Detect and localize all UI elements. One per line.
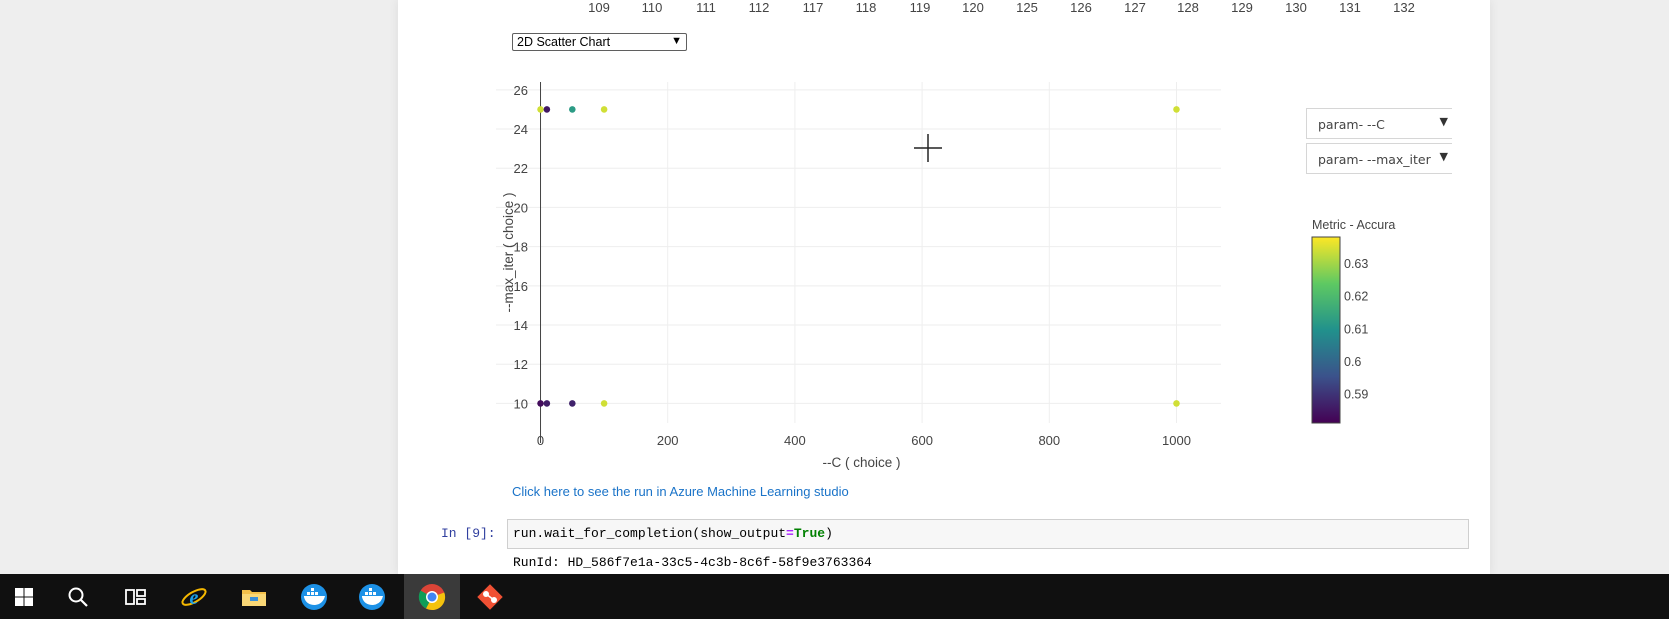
top-axis-tick: 126	[1070, 0, 1092, 15]
top-axis-tick: 130	[1285, 0, 1307, 15]
taskbar-search-button[interactable]	[54, 574, 102, 619]
colorbar-tick-label: 0.62	[1344, 290, 1368, 304]
windows-start-button[interactable]	[0, 574, 48, 619]
y-axis-param-dropdown[interactable]: param- --max_iter ▼	[1306, 143, 1452, 174]
top-axis-tick: 125	[1016, 0, 1038, 15]
azure-studio-link[interactable]: Click here to see the run in Azure Machi…	[512, 484, 849, 499]
code-operator: =	[786, 526, 794, 541]
top-axis-tick: 109	[588, 0, 610, 15]
taskbar-chrome[interactable]	[404, 574, 460, 619]
data-point	[569, 106, 576, 113]
top-axis-tick: 129	[1231, 0, 1253, 15]
top-axis-tick: 111	[696, 0, 716, 15]
docker-icon	[359, 583, 385, 610]
scatter-chart[interactable]: 02004006008001000101214161820222426--C (…	[496, 76, 1396, 486]
top-axis-tick: 110	[641, 0, 663, 15]
x-axis-param-label: param- --C	[1318, 117, 1385, 132]
notebook-page: 109 110 111 112 117 118 119 120 125 126 …	[398, 0, 1490, 574]
colorbar-tick-label: 0.59	[1344, 388, 1368, 402]
y-tick-label: 12	[514, 357, 528, 372]
chrome-icon	[418, 583, 446, 610]
y-tick-label: 22	[514, 161, 528, 176]
top-axis-tick: 118	[855, 0, 877, 15]
taskbar-git[interactable]	[466, 574, 514, 619]
colorbar-scale	[1311, 236, 1341, 424]
code-keyword: True	[793, 526, 826, 541]
top-axis-tick: 119	[909, 0, 931, 15]
chart-type-select[interactable]: 2D Scatter Chart ▼	[512, 33, 687, 51]
colorbar: Metric - Accuracy 0.63 0.62 0.61 0.6 0.59	[1311, 218, 1396, 424]
data-point	[537, 400, 544, 407]
data-point	[543, 400, 551, 407]
y-tick-label: 24	[514, 122, 528, 137]
y-tick-label: 16	[514, 279, 528, 294]
data-point	[569, 400, 576, 407]
code-text: run.wait_for_completion(show_output	[513, 526, 787, 541]
y-axis-param-label: param- --max_iter	[1318, 152, 1431, 167]
colorbar-tick-label: 0.61	[1344, 322, 1368, 336]
crosshair-cursor-icon	[914, 134, 942, 162]
top-axis-tick: 112	[748, 0, 770, 15]
y-tick-label: 20	[514, 200, 528, 215]
x-tick-label: 600	[911, 433, 933, 448]
dropdown-arrow-icon: ▼	[1439, 150, 1448, 163]
task-view-icon	[125, 588, 146, 605]
task-view-button[interactable]	[112, 574, 160, 619]
y-tick-label: 14	[514, 318, 528, 333]
taskbar-internet-explorer[interactable]: e	[170, 574, 218, 619]
x-tick-label: 200	[657, 433, 679, 448]
taskbar-docker-2[interactable]	[348, 574, 396, 619]
colorbar-tick-label: 0.63	[1344, 257, 1368, 271]
data-point	[1173, 106, 1180, 113]
x-tick-label: 400	[784, 433, 806, 448]
docker-icon	[301, 583, 327, 610]
cell-output: RunId: HD_586f7e1a-33c5-4c3b-8c6f-58f9e3…	[513, 555, 872, 570]
search-icon	[68, 587, 88, 607]
data-point	[537, 106, 544, 113]
dropdown-arrow-icon: ▼	[1439, 115, 1448, 128]
top-axis-labels: 109 110 111 112 117 118 119 120 125 126 …	[398, 0, 1490, 15]
colorbar-tick-label: 0.6	[1344, 355, 1361, 369]
colorbar-title: Metric - Accuracy	[1312, 218, 1396, 232]
data-point	[600, 400, 608, 407]
code-cell-input[interactable]: run.wait_for_completion(show_output=True…	[507, 519, 1469, 549]
chart-grid	[496, 82, 1221, 423]
taskbar-docker[interactable]	[290, 574, 338, 619]
top-axis-tick: 117	[802, 0, 824, 15]
x-tick-label: 800	[1038, 433, 1060, 448]
data-point	[1173, 400, 1180, 407]
cell-prompt: In [9]:	[441, 526, 496, 541]
y-tick-label: 26	[514, 83, 528, 98]
internet-explorer-icon: e	[181, 587, 207, 609]
y-axis-title: --max_iter ( choice )	[501, 192, 516, 312]
chart-axes: 02004006008001000101214161820222426--C (…	[501, 82, 1191, 470]
x-axis-title: --C ( choice )	[822, 455, 900, 470]
top-axis-tick: 132	[1393, 0, 1415, 15]
windows-logo-icon	[15, 587, 33, 606]
y-tick-label: 10	[514, 396, 528, 411]
code-text-end: )	[825, 526, 833, 541]
data-point	[600, 106, 608, 113]
taskbar-file-explorer[interactable]	[230, 574, 278, 619]
y-tick-label: 18	[514, 240, 528, 255]
top-axis-tick: 127	[1124, 0, 1146, 15]
x-tick-label: 1000	[1162, 433, 1191, 448]
chevron-down-icon: ▼	[671, 35, 682, 47]
folder-icon	[242, 589, 266, 606]
svg-text:e: e	[190, 587, 199, 609]
chart-type-select-value: 2D Scatter Chart	[517, 35, 611, 49]
windows-taskbar: e	[0, 574, 1669, 619]
x-axis-param-dropdown[interactable]: param- --C ▼	[1306, 108, 1452, 139]
chart-points	[537, 106, 1180, 407]
top-axis-tick: 128	[1177, 0, 1199, 15]
top-axis-tick: 120	[962, 0, 984, 15]
top-axis-tick: 131	[1339, 0, 1361, 15]
git-icon	[477, 583, 503, 610]
data-point	[543, 106, 551, 113]
